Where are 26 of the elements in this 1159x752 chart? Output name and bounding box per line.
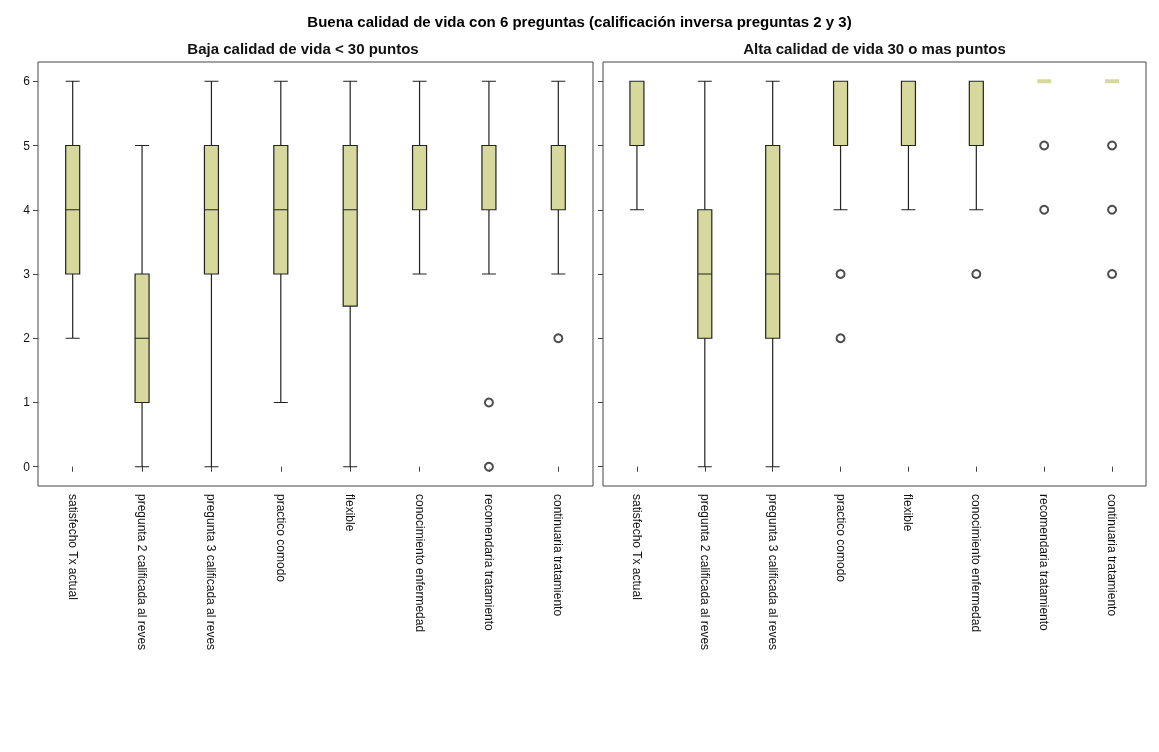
- y-tick-label: 2: [23, 331, 31, 346]
- y-tick-label: 0: [23, 459, 31, 474]
- y-tick-label: 3: [23, 267, 31, 281]
- x-tick-label: pregunta 2 calificada al reves: [697, 494, 712, 651]
- x-tick-label: recomendaria tratamiento: [481, 494, 496, 632]
- x-tick-label: flexible: [901, 494, 916, 532]
- y-tick-label: 5: [23, 138, 31, 153]
- chart-subtitle: Alta calidad de vida 30 o mas puntos: [743, 40, 1006, 57]
- x-tick-label: conocimiento enfermedad: [412, 494, 427, 633]
- x-tick-label: satisfecho Tx actual: [629, 494, 644, 600]
- x-tick-label: practico comodo: [273, 494, 288, 583]
- x-tick-label: continuaria tratamiento: [551, 494, 566, 617]
- x-tick-label: recomendaria tratamiento: [1037, 494, 1052, 632]
- x-tick-label: pregunta 3 calificada al reves: [204, 494, 219, 651]
- x-tick-label: pregunta 2 calificada al reves: [135, 494, 150, 651]
- y-tick-label: 1: [23, 395, 31, 410]
- x-tick-label: conocimiento enfermedad: [969, 494, 984, 633]
- y-tick-label: 6: [23, 74, 31, 89]
- x-tick-label: practico comodo: [833, 494, 848, 583]
- x-tick-label: pregunta 3 calificada al reves: [765, 494, 780, 651]
- x-tick-label: continuaria tratamiento: [1105, 494, 1120, 617]
- x-tick-label: satisfecho Tx actual: [65, 494, 80, 600]
- y-tick-label: 4: [23, 202, 31, 217]
- chart-subtitle: Baja calidad de vida < 30 puntos: [187, 40, 419, 57]
- chart-title: Buena calidad de vida con 6 preguntas (calificación inversa preguntas 2 y 3): [306, 12, 853, 32]
- x-tick-label: flexible: [343, 494, 358, 532]
